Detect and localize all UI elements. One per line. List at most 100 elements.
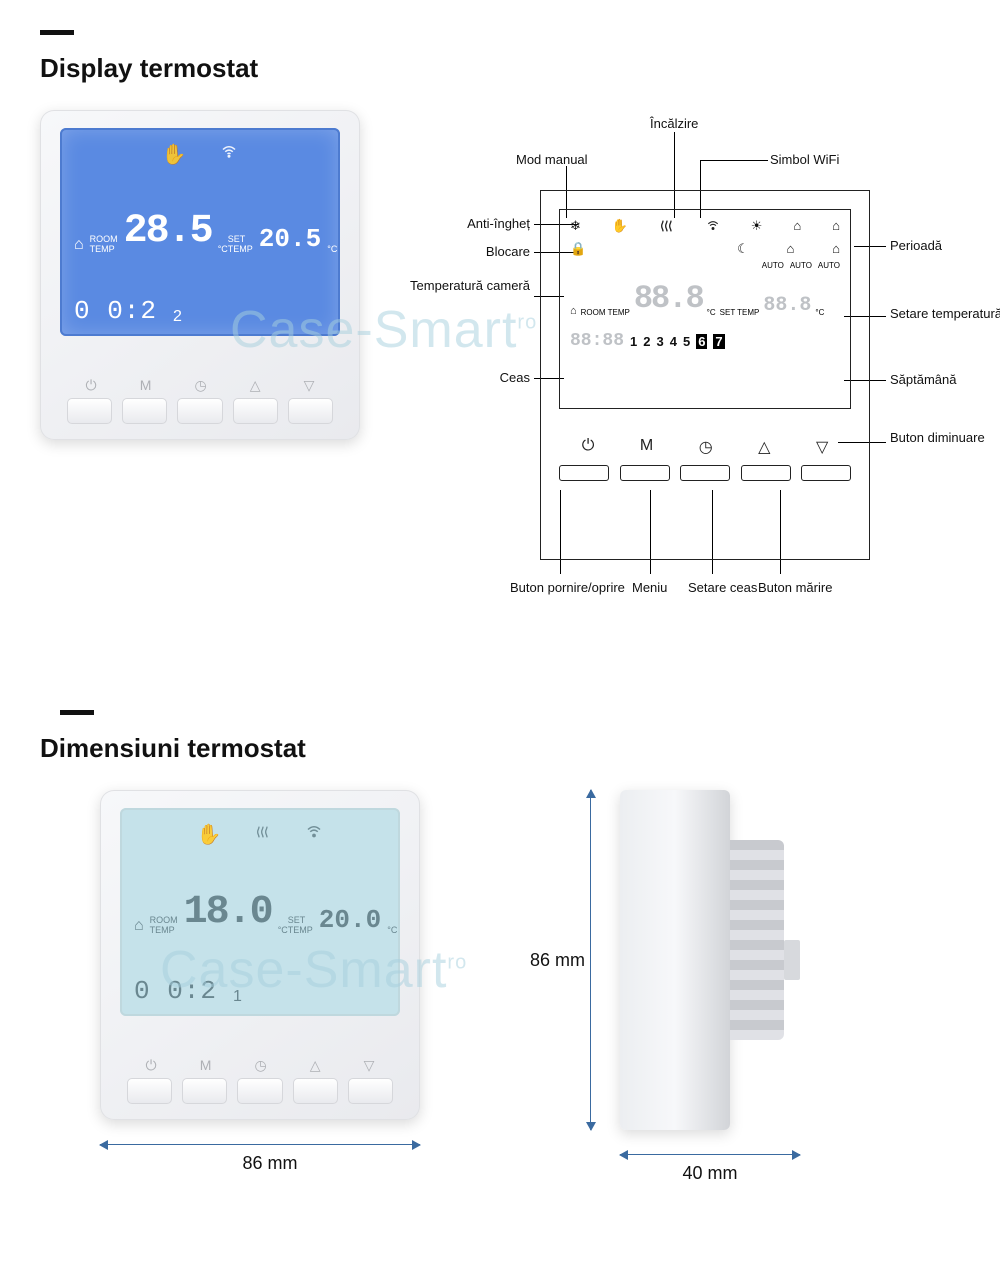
dpower-icon: ⏻ <box>582 437 595 457</box>
depth-arrow <box>620 1154 800 1155</box>
side-profile <box>620 790 730 1130</box>
room-temp-unit: °C <box>218 244 228 254</box>
label-power: Buton pornire/oprire <box>510 580 610 595</box>
room-temp-value-2: 18.0 <box>184 890 272 935</box>
manual-icon: ✋ <box>162 142 187 167</box>
power-icon: ⏻ <box>86 377 97 394</box>
house-icon: ⌂ <box>134 917 144 935</box>
auto-text-1: AUTO <box>762 261 784 270</box>
display-diagram: Mod manual Încălzire Simbol WiFi Anti-în… <box>400 110 960 610</box>
set-temp-unit-2: °C <box>387 925 397 935</box>
section2-title: Dimensiuni termostat <box>40 733 960 764</box>
hardware-buttons: ⏻ M ◷ △ ▽ <box>60 375 340 424</box>
lcd-clock-2: 0 0:2 <box>134 976 217 1006</box>
lcd-temps-2: ⌂ ROOM TEMP 18.0 °C SET TEMP 20.0 °C <box>134 890 386 935</box>
dup-icon: △ <box>758 437 770 457</box>
seg-settemp: 88.8 <box>763 294 811 317</box>
set-temp-value: 20.5 <box>259 224 321 254</box>
wifi-icon <box>706 218 720 237</box>
diagram-up-btn <box>741 465 791 481</box>
thermostat-photo-blue: ✋ ⌂ ROOM TEMP 28.5 °C SET TEMP 20.5 °C <box>40 110 360 440</box>
lcd-top-icons-2: ✋ <box>134 822 386 848</box>
label-week: Săptămână <box>890 372 957 387</box>
lcd-top-icons: ✋ <box>74 142 326 167</box>
set-temp-value-2: 20.0 <box>319 905 381 935</box>
power-button-2[interactable] <box>127 1078 172 1104</box>
width-label: 86 mm <box>100 1153 440 1174</box>
clock-button-2[interactable] <box>237 1078 282 1104</box>
period-icon-3: ⌂ <box>832 218 840 237</box>
label-settemp: Setare temperatură <box>890 306 1000 322</box>
set-temp-label-2: SET TEMP <box>288 915 313 935</box>
room-temp-label: ROOM TEMP <box>90 234 118 254</box>
lcd-day-2: 1 <box>233 988 242 1006</box>
auto-text-2: AUTO <box>790 261 812 270</box>
clock-icon: ◷ <box>194 377 206 394</box>
side-view: 86 mm 40 mm <box>560 790 820 1184</box>
wk-6: 6 <box>696 334 707 349</box>
down-button-2[interactable] <box>348 1078 393 1104</box>
diag-settemp-label: SET TEMP <box>720 308 760 317</box>
label-clock: Ceas <box>438 370 530 385</box>
diag-unit-2: °C <box>815 308 824 317</box>
label-roomtemp: Temperatură cameră <box>410 278 530 294</box>
wk-3: 3 <box>656 334 663 349</box>
set-temp-unit: °C <box>327 244 337 254</box>
set-temp-label: SET TEMP <box>228 234 253 254</box>
label-menu: Meniu <box>632 580 667 595</box>
wifi-icon <box>305 822 323 848</box>
down-icon: ▽ <box>304 377 315 394</box>
display-section-row: ✋ ⌂ ROOM TEMP 28.5 °C SET TEMP 20.5 °C <box>40 110 960 610</box>
menu-button-2[interactable] <box>182 1078 227 1104</box>
ddown-icon: ▽ <box>816 437 828 457</box>
dimensions-section-row: ✋ ⌂ ROOM TEMP 18.0 °C <box>40 790 960 1184</box>
diagram-clock-btn <box>680 465 730 481</box>
menu-icon: M <box>200 1057 212 1074</box>
clock-button[interactable] <box>177 398 222 424</box>
period-icon-2: ⌂ <box>793 218 801 237</box>
label-wifi: Simbol WiFi <box>770 152 839 167</box>
front-view: ✋ ⌂ ROOM TEMP 18.0 °C <box>100 790 440 1174</box>
lcd-display: ✋ ⌂ ROOM TEMP 28.5 °C SET TEMP 20.5 °C <box>60 128 340 336</box>
up-button-2[interactable] <box>293 1078 338 1104</box>
down-icon: ▽ <box>364 1057 375 1074</box>
down-button[interactable] <box>288 398 333 424</box>
thermostat-photo-light: ✋ ⌂ ROOM TEMP 18.0 °C <box>100 790 420 1120</box>
up-icon: △ <box>250 377 261 394</box>
hand-icon: ✋ <box>612 218 628 237</box>
snowflake-icon: ❄ <box>570 218 581 237</box>
auto-text-3: AUTO <box>818 261 840 270</box>
up-icon: △ <box>310 1057 321 1074</box>
section-marker <box>40 30 74 35</box>
period-icon-6: ⌂ <box>832 241 840 257</box>
section1-title: Display termostat <box>40 53 960 84</box>
side-stub <box>784 940 800 980</box>
dclock-icon: ◷ <box>699 437 713 457</box>
lcd-display-light: ✋ ⌂ ROOM TEMP 18.0 °C <box>120 808 400 1016</box>
wifi-icon <box>220 142 238 167</box>
room-temp-unit-2: °C <box>278 925 288 935</box>
diagram-outline: ❄ ✋ ☀ ⌂ ⌂ 🔒 ☾ ⌂ ⌂ <box>540 190 870 560</box>
period-icon-4: ☾ <box>737 241 749 257</box>
section-marker-2 <box>60 710 94 715</box>
label-mod-manual: Mod manual <box>516 152 588 167</box>
power-button[interactable] <box>67 398 112 424</box>
diag-roomtemp-label: ROOM TEMP <box>581 308 630 317</box>
seg-roomtemp: 88.8 <box>634 280 703 317</box>
lock-icon: 🔒 <box>570 241 586 257</box>
period-icon-5: ⌂ <box>787 241 795 257</box>
height-label: 86 mm <box>530 950 585 971</box>
menu-button[interactable] <box>122 398 167 424</box>
house-icon: ⌂ <box>74 236 84 254</box>
wk-4: 4 <box>670 334 677 349</box>
label-up: Buton mărire <box>758 580 818 595</box>
up-button[interactable] <box>233 398 278 424</box>
diagram-power-btn <box>559 465 609 481</box>
clock-icon: ◷ <box>254 1057 266 1074</box>
wk-7: 7 <box>713 334 724 349</box>
room-temp-value: 28.5 <box>124 209 212 254</box>
wk-5: 5 <box>683 334 690 349</box>
room-temp-label-2: ROOM TEMP <box>150 915 178 935</box>
hand-icon: ✋ <box>197 822 222 848</box>
label-down: Buton diminuare <box>890 430 985 446</box>
